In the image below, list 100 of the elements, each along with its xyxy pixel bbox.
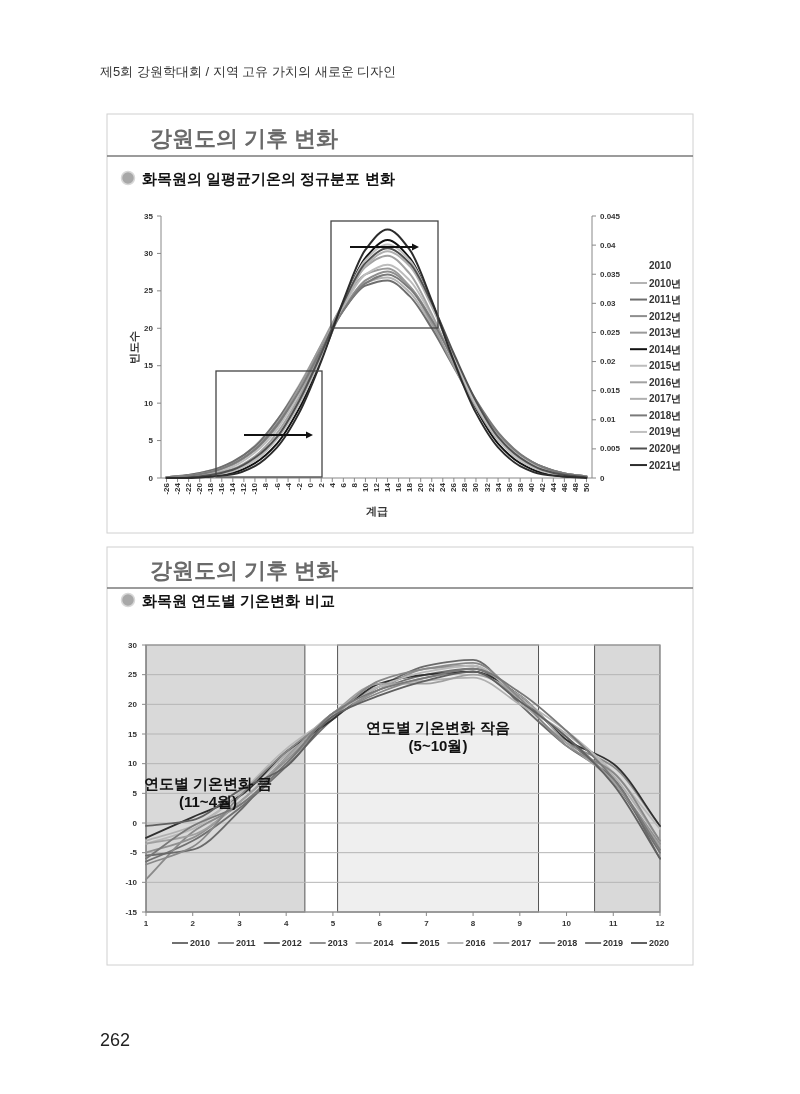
- x-tick-label: 8: [349, 482, 359, 488]
- x-tick-label: 5: [330, 918, 336, 928]
- legend-label: 2018: [557, 938, 578, 948]
- title: 강원도의 기후 변화: [150, 126, 339, 151]
- x-tick-label: 6: [338, 482, 348, 488]
- y-tick-label: 20: [128, 699, 138, 709]
- x-tick-label: -24: [173, 482, 183, 495]
- x-tick-label: 7: [424, 918, 430, 928]
- y-tick-label: 20: [144, 323, 154, 333]
- x-tick-label: 24: [438, 482, 448, 492]
- y2-tick-label: 0.015: [600, 386, 621, 396]
- y2-tick-label: 0.02: [600, 357, 617, 367]
- y-tick-label: 10: [144, 398, 154, 408]
- subtitle: 화목원의 일평균기온의 정규분포 변화: [142, 170, 395, 187]
- legend-label: 2011년: [649, 294, 681, 306]
- x-tick-label: 22: [427, 482, 437, 492]
- y2-tick-label: 0.005: [600, 444, 621, 454]
- y-tick-label: 25: [144, 286, 154, 296]
- x-tick-label: 34: [493, 482, 503, 492]
- x-tick-label: -8: [261, 482, 271, 491]
- y-tick-label: 5: [148, 436, 154, 446]
- x-tick-label: -26: [162, 482, 172, 495]
- x-tick-label: 0: [305, 482, 315, 488]
- legend-label: 2016: [465, 938, 486, 948]
- legend-label: 2019년: [649, 426, 682, 438]
- x-tick-label: 42: [537, 482, 547, 492]
- y2-tick-label: 0.01: [600, 415, 617, 425]
- x-tick-label: 38: [515, 482, 525, 492]
- x-tick-label: 9: [517, 918, 523, 928]
- x-tick-label: 40: [526, 482, 536, 492]
- x-tick-label: 26: [449, 482, 459, 492]
- x-tick-label: -12: [239, 482, 249, 495]
- legend-label: 2012: [281, 938, 302, 948]
- x-tick-label: 46: [559, 482, 569, 492]
- y-tick-label: 5: [132, 788, 138, 798]
- legend-label: 2014년: [649, 343, 682, 355]
- legend-label: 2011: [235, 938, 256, 948]
- x-tick-label: 48: [570, 482, 580, 492]
- legend-label: 2016년: [649, 376, 682, 388]
- legend-label: 2015년: [649, 360, 682, 372]
- y-tick-label: 25: [128, 670, 138, 680]
- x-tick-label: 10: [360, 482, 370, 492]
- legend-label: 2017: [511, 938, 532, 948]
- y2-tick-label: 0.035: [600, 269, 621, 279]
- y-tick-label: 10: [128, 759, 138, 769]
- x-tick-label: 4: [283, 918, 289, 928]
- x-tick-label: -18: [206, 482, 216, 495]
- legend-label: 2020: [649, 938, 670, 948]
- x-tick-label: 28: [460, 482, 470, 492]
- legend-label: 2010: [190, 938, 211, 948]
- legend-label: 2021년: [649, 459, 682, 471]
- x-tick-label: 11: [609, 918, 619, 928]
- legend-label: 2013년: [649, 327, 682, 339]
- legend-label: 2010년: [649, 277, 682, 289]
- x-tick-label: 2: [190, 918, 196, 928]
- note: 262: [100, 1030, 131, 1050]
- legend-label: 2014: [373, 938, 394, 948]
- x-tick-label: 16: [394, 482, 404, 492]
- x-tick-label: 2: [316, 482, 326, 488]
- title: 강원도의 기후 변화: [150, 558, 339, 583]
- y-tick-label: 30: [128, 640, 138, 650]
- y-tick-label: 0: [132, 818, 138, 828]
- legend-label: 2013: [327, 938, 348, 948]
- y-tick-label: -10: [125, 877, 138, 887]
- x-tick-label: -22: [184, 482, 194, 495]
- y-tick-label: -5: [129, 848, 138, 858]
- y-tick-label: 35: [144, 211, 154, 221]
- note: 연도별 기온변화 작음 (5~10월): [366, 718, 510, 754]
- x-tick-label: 50: [581, 482, 591, 492]
- y2-tick-label: 0.03: [600, 298, 617, 308]
- x-tick-label: 3: [237, 918, 243, 928]
- x-tick-label: -6: [272, 482, 282, 491]
- x-tick-label: -20: [195, 482, 205, 495]
- x-tick-label: 8: [470, 918, 476, 928]
- x-tick-label: -14: [228, 482, 238, 495]
- y2-tick-label: 0.045: [600, 211, 621, 221]
- ylabel: 빈도수: [128, 330, 140, 364]
- x-tick-label: 30: [471, 482, 481, 492]
- x-tick-label: 12: [372, 482, 381, 492]
- x-tick-label: -4: [283, 482, 293, 491]
- x-tick-label: 18: [405, 482, 415, 492]
- x-tick-label: 6: [377, 918, 383, 928]
- x-tick-label: 10: [562, 918, 572, 928]
- x-tick-label: -2: [294, 482, 304, 491]
- legend-label: 2012년: [649, 310, 682, 322]
- legend-label: 2018년: [649, 409, 682, 421]
- x-tick-label: 32: [482, 482, 492, 492]
- y2-tick-label: 0.025: [600, 327, 621, 337]
- y-tick-label: 15: [128, 729, 138, 739]
- legend-label: 2019: [603, 938, 624, 948]
- x-tick-label: -10: [250, 482, 260, 495]
- y-tick-label: 30: [144, 248, 154, 258]
- x-tick-label: 36: [504, 482, 514, 492]
- legend-label: 2020년: [649, 443, 682, 454]
- x-tick-label: 4: [327, 482, 337, 488]
- legend-label: 2015: [419, 938, 440, 948]
- legend-label: 2017년: [649, 393, 682, 405]
- x-tick-label: 12: [655, 918, 665, 928]
- x-tick-label: 1: [143, 918, 149, 928]
- note: 제5회 강원학대회 / 지역 고유 가치의 새로운 디자인: [100, 64, 397, 79]
